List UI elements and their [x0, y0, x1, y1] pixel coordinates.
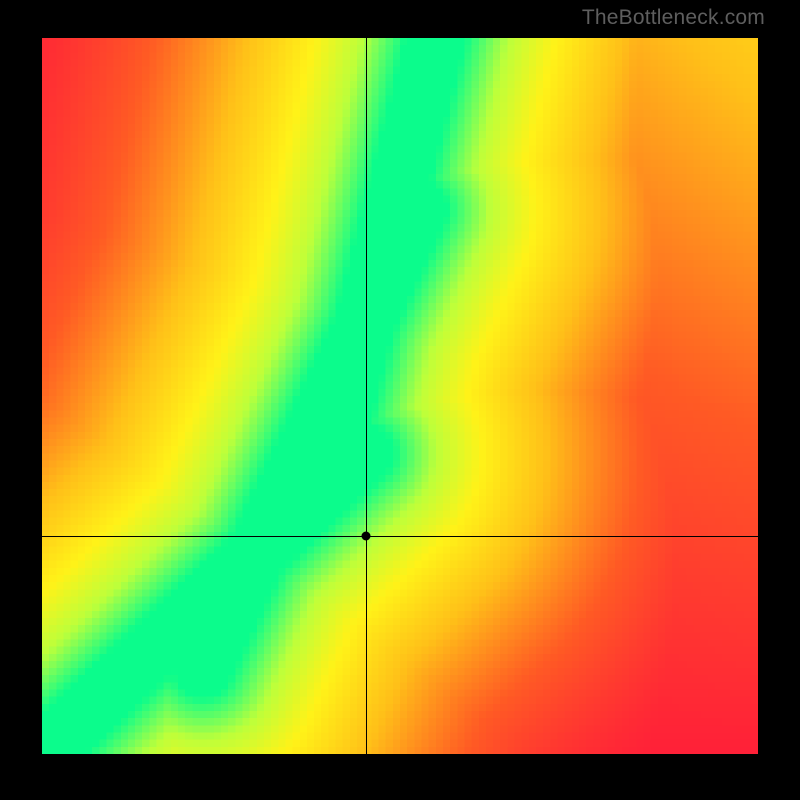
crosshair-vertical	[366, 38, 367, 754]
heatmap-canvas	[42, 38, 758, 754]
bottleneck-heatmap	[42, 38, 758, 754]
watermark-text: TheBottleneck.com	[582, 6, 765, 30]
crosshair-marker	[361, 531, 370, 540]
crosshair-horizontal	[42, 536, 758, 537]
